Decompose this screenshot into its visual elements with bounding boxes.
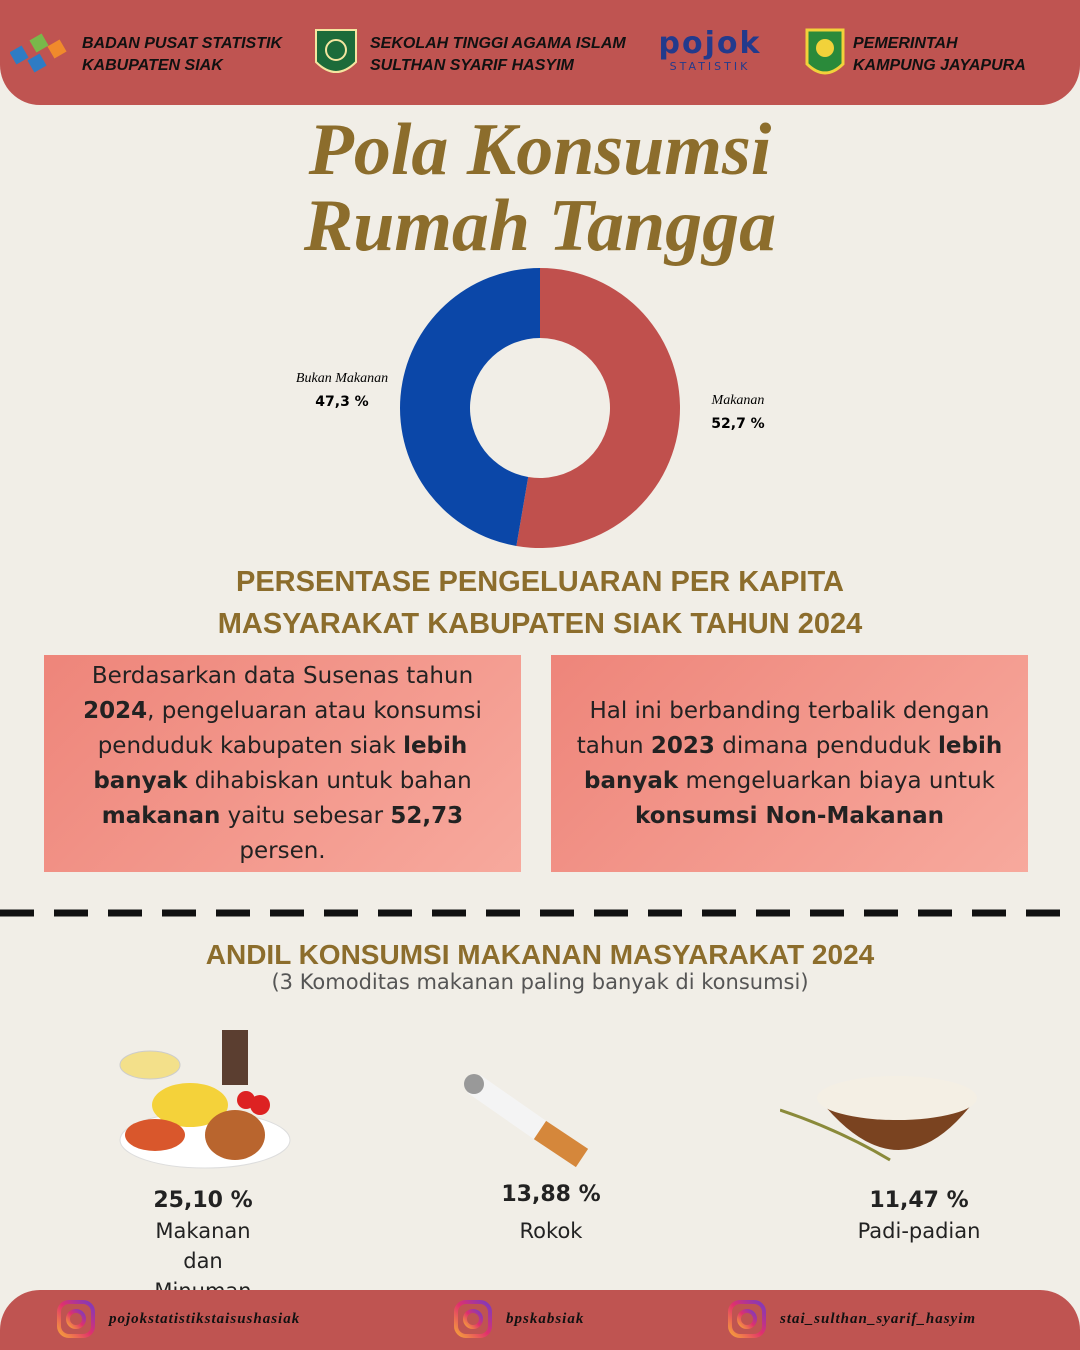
header-line: KABUPATEN SIAK <box>82 57 223 74</box>
footer-band <box>0 1290 1080 1350</box>
header-text: SEKOLAH TINGGI AGAMA ISLAM SULTHAN SYARIF… <box>370 33 626 77</box>
text-box: Hal ini berbanding terbalik dengan tahun… <box>551 655 1028 872</box>
handle-text: pojokstatistikstaisushasiak <box>109 1310 301 1327</box>
header-line: PEMERINTAH <box>853 35 958 52</box>
section-heading: PERSENTASE PENGELUARAN PER KAPITA <box>236 566 844 598</box>
header-text: BADAN PUSAT STATISTIK KABUPATEN SIAK <box>82 33 282 77</box>
item: 11,47 % Padi-padian <box>789 1186 1049 1246</box>
title: Rumah Tangga <box>303 185 777 267</box>
bold-text: konsumsi Non-Makanan <box>635 802 944 829</box>
logo-pojok: pojok STATISTIK <box>655 26 765 74</box>
header-line: pojok <box>658 26 762 61</box>
footer-handle: pojokstatistikstaisushasiak <box>55 1296 300 1342</box>
text: , pengeluaran atau konsumsi penduduk kab… <box>97 697 490 759</box>
instagram-icon <box>728 1300 766 1338</box>
bold-text: makanan <box>101 802 221 829</box>
bold-text: lebih banyak <box>584 732 1011 794</box>
instagram-icon <box>57 1300 95 1338</box>
item-value: 13,88 % <box>501 1182 601 1207</box>
item: 13,88 % Rokok <box>421 1180 681 1246</box>
item-label: Padi-padian <box>857 1219 981 1243</box>
text: persen. <box>239 802 471 864</box>
footer-handle: stai_sulthan_syarif_hasyim <box>726 1296 976 1342</box>
header-line: SULTHAN SYARIF HASYIM <box>370 57 574 74</box>
paragraph: Hal ini berbanding terbalik dengan tahun… <box>573 694 1006 834</box>
instagram-icon <box>454 1300 492 1338</box>
slice-label: Makanan <box>711 393 765 408</box>
item-label: Rokok <box>519 1219 583 1243</box>
footer-handle: bpskabsiak <box>452 1296 584 1342</box>
item-value: 25,10 % <box>153 1188 253 1213</box>
section-heading: MASYARAKAT KABUPATEN SIAK TAHUN 2024 <box>217 608 863 640</box>
text: Hal ini berbanding terbalik dengan tahun <box>576 697 997 759</box>
item-value: 11,47 % <box>869 1188 969 1213</box>
text: dihabiskan untuk bahan <box>187 767 479 794</box>
text-box: Berdasarkan data Susenas tahun 2024, pen… <box>44 655 521 872</box>
handle-text: bpskabsiak <box>506 1310 585 1327</box>
section-heading: ANDIL KONSUMSI MAKANAN MASYARAKAT 2024 <box>205 939 875 970</box>
bold-text: 2023 <box>650 732 715 759</box>
rice-icon <box>780 1076 977 1162</box>
footer: pojokstatistikstaisushasiak bpskabsiak sta… <box>0 1296 1080 1344</box>
slice-value: 52,7 % <box>711 416 764 432</box>
header-line: KAMPUNG JAYAPURA <box>853 57 1026 74</box>
paragraph: Berdasarkan data Susenas tahun 2024, pen… <box>66 659 499 869</box>
bold-text: lebih banyak <box>93 732 476 794</box>
header-band <box>0 0 1080 105</box>
text: Berdasarkan data Susenas tahun <box>91 662 481 689</box>
donut-slice <box>400 268 540 546</box>
logo-siak <box>805 28 845 75</box>
donut-chart: Makanan 52,7 % Bukan Makanan 47,3 % <box>296 268 765 548</box>
bold-text: 52,73 <box>390 802 464 829</box>
food-icon <box>119 1030 291 1169</box>
text: dimana penduduk <box>714 732 939 759</box>
divider <box>0 909 1080 917</box>
header-line: SEKOLAH TINGGI AGAMA ISLAM <box>370 35 626 52</box>
cigarette-icon <box>464 1074 589 1168</box>
header-text: PEMERINTAH KAMPUNG JAYAPURA <box>853 33 1026 77</box>
header-line: STATISTIK <box>669 60 751 73</box>
subheading: (3 Komoditas makanan paling banyak di ko… <box>271 970 809 994</box>
slice-value: 47,3 % <box>315 394 368 410</box>
donut-slice <box>516 268 681 548</box>
logo-stai <box>315 29 357 73</box>
text: mengeluarkan biaya untuk <box>678 767 1003 794</box>
handle-text: stai_sulthan_syarif_hasyim <box>780 1310 977 1327</box>
header-line: BADAN PUSAT STATISTIK <box>82 35 282 52</box>
title: Pola Konsumsi <box>308 109 772 191</box>
bold-text: 2024 <box>83 697 148 724</box>
slice-label: Bukan Makanan <box>296 371 388 386</box>
text: yaitu sebesar <box>220 802 391 829</box>
logo-bps <box>10 33 67 73</box>
